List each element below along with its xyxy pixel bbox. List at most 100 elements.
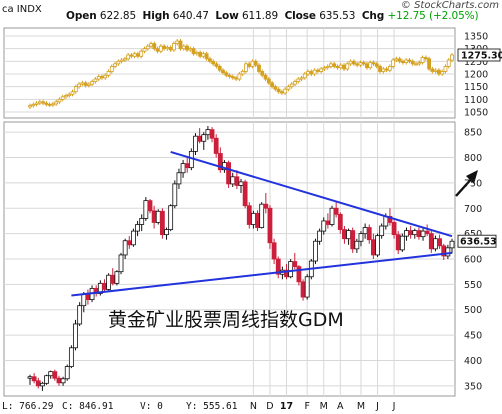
price-candle <box>114 271 120 284</box>
price-candle <box>325 220 331 225</box>
ratio-candle <box>345 63 350 70</box>
ratio-panel <box>28 39 454 109</box>
ratio-candle <box>250 60 255 67</box>
price-candle <box>172 183 178 207</box>
ratio-candle <box>96 76 101 80</box>
price-candle <box>230 176 236 185</box>
ratio-candle <box>64 95 68 98</box>
price-candle <box>52 371 58 379</box>
price-candle <box>296 266 302 283</box>
footer-stamp: L: 766.29 C: 846.91 V: 0 Y: 555.61 <box>2 401 238 412</box>
price-candle <box>408 230 414 236</box>
ratio-last-tag <box>457 48 501 62</box>
price-tick-label: 600 <box>464 255 482 266</box>
ratio-candle <box>443 66 448 72</box>
ratio-candle <box>401 60 405 63</box>
price-candle <box>217 153 223 171</box>
ratio-candle <box>113 63 117 67</box>
ratio-candle <box>142 48 147 52</box>
price-candle <box>238 181 244 186</box>
ratio-candle <box>168 47 173 51</box>
low-value: 611.89 <box>241 10 279 22</box>
ratio-candle <box>270 82 274 88</box>
price-candle <box>126 240 132 246</box>
ratio-candle <box>312 69 317 75</box>
ratio-candle <box>410 60 415 65</box>
price-panel <box>27 126 455 391</box>
ratio-candle <box>279 91 284 94</box>
price-candle <box>81 294 87 307</box>
ratio-tick-label: 1350 <box>464 32 488 43</box>
ratio-candle <box>433 69 438 72</box>
ratio-candle <box>368 62 373 69</box>
ratio-candle <box>244 63 248 72</box>
ratio-candle <box>80 82 85 85</box>
price-candle <box>184 163 190 169</box>
price-candle <box>40 382 45 387</box>
ratio-candle <box>83 82 88 86</box>
ratio-candle <box>181 45 186 50</box>
ratio-candle <box>191 48 196 55</box>
ratio-candle <box>31 104 36 107</box>
price-candle <box>259 203 265 228</box>
price-tick-label: 850 <box>464 128 482 139</box>
ratio-candle <box>194 52 199 55</box>
grid-layer <box>3 27 456 397</box>
ratio-candle <box>185 45 189 51</box>
price-candle <box>366 227 372 241</box>
price-candle <box>271 242 277 260</box>
ratio-candle <box>145 45 150 50</box>
ratio-candle <box>103 74 108 79</box>
price-candle <box>300 281 306 298</box>
ratio-candle <box>361 62 366 65</box>
price-last-value: 636.53 <box>460 237 497 248</box>
x-tick-label: A <box>337 401 344 412</box>
price-candle <box>159 210 165 236</box>
ratio-candle <box>234 77 238 80</box>
ratio-candle <box>100 76 104 79</box>
ratio-candle <box>394 58 399 61</box>
ratio-candle <box>116 60 121 65</box>
x-tick-label: D <box>266 401 273 412</box>
ratio-panel-border <box>3 27 456 119</box>
ratio-candle <box>342 64 346 70</box>
ratio-candle <box>293 81 297 85</box>
ratio-candle <box>365 63 369 69</box>
price-candle <box>383 215 389 227</box>
price-candle <box>73 323 78 349</box>
ratio-candle <box>374 63 379 67</box>
ratio-candle <box>211 60 216 65</box>
ratio-candle <box>54 101 59 105</box>
ratio-candle <box>417 62 422 65</box>
ratio-candle <box>162 45 167 50</box>
ratio-candle <box>404 59 409 63</box>
brand-watermark: © StockCharts.com <box>400 0 499 11</box>
price-candle <box>147 200 153 212</box>
ratio-candle <box>240 71 245 75</box>
ratio-candle <box>391 59 396 67</box>
price-candle <box>370 239 376 256</box>
chg-value: +12.75 (+2.05%) <box>387 10 479 22</box>
ratio-candle <box>60 96 65 100</box>
price-candle <box>60 378 66 384</box>
price-candle <box>445 247 451 257</box>
ratio-candle <box>122 58 127 61</box>
ratio-candle <box>227 74 232 77</box>
ratio-candle <box>106 71 111 76</box>
price-candle <box>350 230 356 250</box>
price-candle <box>110 274 116 284</box>
ratio-candle <box>86 83 91 86</box>
ratio-candle <box>329 63 333 67</box>
x-tick-label: J <box>392 401 396 412</box>
trendline-layer <box>71 150 478 297</box>
ratio-candle <box>178 40 183 50</box>
ratio-candle <box>299 77 304 80</box>
ratio-candle <box>149 43 153 47</box>
ratio-candle <box>41 101 45 104</box>
price-candle <box>275 258 281 275</box>
price-candle <box>420 230 426 238</box>
ratio-candle <box>57 98 62 103</box>
ratio-tick-label: 1150 <box>464 82 488 93</box>
price-candle <box>246 205 252 225</box>
